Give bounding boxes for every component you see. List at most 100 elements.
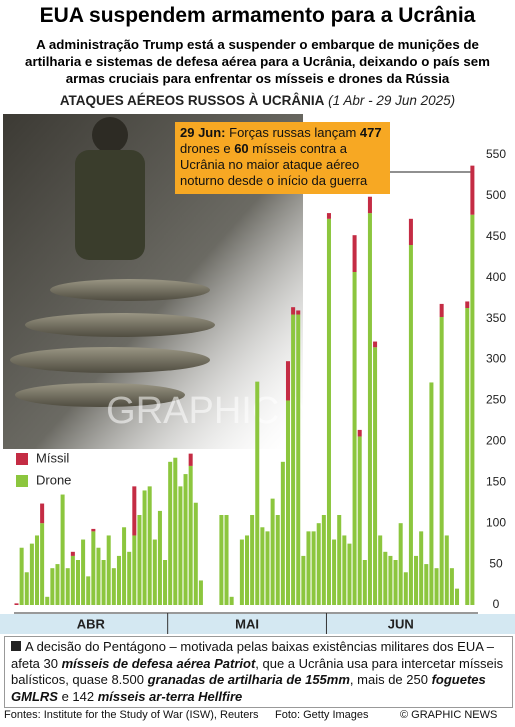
bar [439, 317, 444, 605]
sources: Fontes: Institute for the Study of War (… [4, 709, 259, 721]
bar [444, 535, 449, 605]
bar [40, 503, 45, 524]
bar [60, 494, 65, 605]
bar [75, 560, 80, 605]
bar [296, 314, 301, 605]
legend-swatch [16, 475, 28, 487]
bar [40, 523, 45, 605]
bar [265, 531, 270, 605]
bar [188, 453, 193, 466]
bar [14, 603, 19, 605]
bar [86, 576, 91, 605]
bar [168, 461, 173, 605]
bar [45, 596, 50, 605]
bar [326, 213, 331, 219]
bar [306, 531, 311, 605]
text-segment: mísseis de defesa aérea Patriot [61, 655, 256, 671]
annotation-leader [388, 171, 474, 174]
bar [434, 568, 439, 605]
copyright: © GRAPHIC NEWS [400, 709, 498, 721]
bar [311, 531, 316, 605]
chart-title: ATAQUES AÉREOS RUSSOS À UCRÂNIA [59, 93, 325, 108]
bar [132, 486, 137, 536]
bar [301, 555, 306, 605]
bar [91, 531, 96, 605]
bar [357, 436, 362, 605]
text-segment: drones e [180, 141, 235, 156]
bar [367, 213, 372, 605]
bar [342, 535, 347, 605]
bar [408, 218, 413, 245]
chart-heading: ATAQUES AÉREOS RUSSOS À UCRÂNIA (1 Abr -… [0, 93, 515, 108]
bar [29, 543, 34, 605]
bar [393, 560, 398, 605]
bar [250, 515, 255, 605]
bar [157, 510, 162, 605]
text-segment: e 142 [57, 688, 98, 704]
bar [419, 531, 424, 605]
bar [111, 568, 116, 605]
bar [378, 535, 383, 605]
bar [383, 551, 388, 605]
bar [326, 218, 331, 605]
bar [219, 515, 224, 605]
bar [255, 381, 260, 605]
month-band [0, 614, 515, 634]
y-tick-label: 400 [486, 270, 506, 284]
y-tick-label: 300 [486, 352, 506, 366]
bar [19, 547, 24, 605]
summary: A decisão do Pentágono – motivada pelas … [4, 636, 513, 708]
text-segment: foguetes GMLRS [11, 672, 486, 704]
bar [439, 303, 444, 317]
bar [352, 235, 357, 272]
annotation: 29 Jun: Forças russas lançam 477 drones … [175, 122, 390, 194]
bar [373, 341, 378, 348]
bar [50, 568, 55, 605]
bar [403, 572, 408, 605]
bar [188, 465, 193, 605]
bar [65, 568, 70, 605]
legend-swatch [16, 453, 28, 465]
bar [280, 461, 285, 605]
bar [173, 457, 178, 605]
bar [321, 515, 326, 605]
bar [408, 245, 413, 605]
text-segment: , mais de 250 [349, 672, 432, 687]
y-tick-label: 50 [489, 556, 503, 570]
bar [398, 523, 403, 605]
bar [465, 301, 470, 308]
bar [388, 555, 393, 605]
y-tick-label: 200 [486, 434, 506, 448]
bar [424, 564, 429, 605]
month-label: ABR [77, 616, 106, 631]
subtitle: A administração Trump está a suspender o… [25, 37, 490, 86]
bar [239, 539, 244, 605]
bar [183, 474, 188, 605]
bar [291, 307, 296, 315]
bar [373, 347, 378, 605]
bar [34, 535, 40, 605]
bar [465, 308, 470, 605]
text-segment: A decisão do Pentágono – motivada pelas … [11, 639, 494, 671]
bar [245, 535, 250, 605]
y-tick-label: 150 [486, 474, 506, 488]
text-segment: , que a Ucrânia usa para intercetar míss… [11, 655, 504, 688]
bar [55, 564, 60, 605]
bar [24, 572, 29, 605]
title: EUA suspendem armamento para a Ucrânia [39, 4, 476, 27]
bar [275, 515, 280, 605]
bar [132, 535, 137, 605]
bar [470, 214, 475, 605]
bar [429, 382, 434, 605]
bar [332, 539, 337, 605]
bar [347, 543, 352, 605]
bar [229, 596, 234, 605]
bar [106, 535, 111, 605]
bar [455, 588, 460, 605]
bar [198, 580, 203, 605]
photo-credit: Foto: Getty Images [275, 709, 369, 721]
y-tick-label: 500 [486, 188, 506, 202]
bar [296, 310, 301, 315]
bar [414, 555, 419, 605]
text-segment: mísseis ar-terra Hellfire [97, 688, 243, 704]
